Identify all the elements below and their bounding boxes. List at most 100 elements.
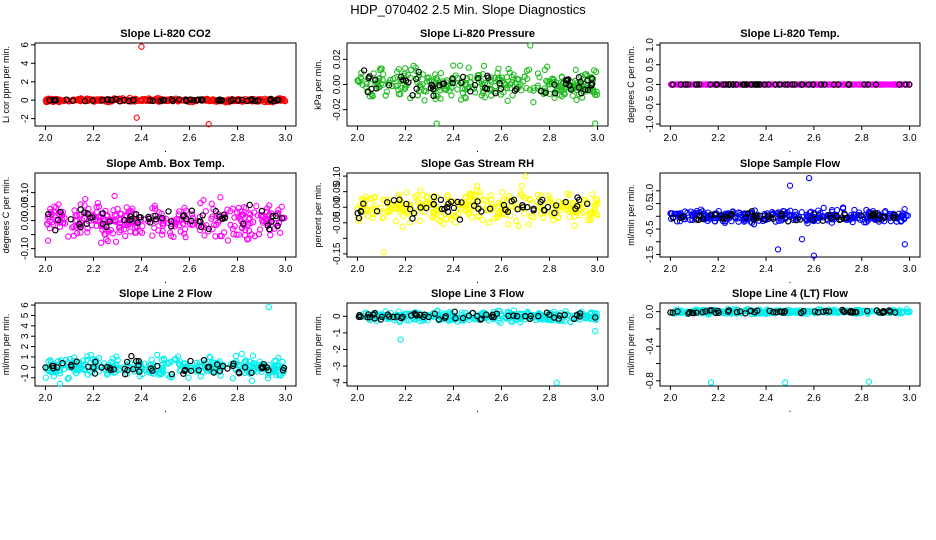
reference-point [686, 309, 693, 316]
reference-point [205, 225, 212, 233]
reference-point [135, 362, 142, 369]
reference-point [430, 193, 438, 201]
reference-point [175, 96, 183, 103]
y-tick-label: 6 [20, 42, 31, 48]
data-point [487, 192, 494, 199]
reference-point [54, 216, 62, 224]
data-point [48, 210, 55, 217]
reference-point [799, 81, 806, 88]
reference-point [91, 370, 99, 377]
reference-point [121, 216, 128, 224]
data-point [892, 81, 899, 88]
data-point [159, 227, 166, 235]
data-point [508, 79, 516, 86]
x-axis-label: . [476, 144, 479, 155]
x-tick-label: 2.2 [711, 264, 725, 275]
reference-point [689, 309, 696, 316]
data-point [238, 350, 245, 357]
x-tick-label: 2.2 [87, 264, 101, 275]
reference-point [582, 86, 589, 93]
reference-point [450, 204, 458, 212]
data-point [421, 87, 428, 94]
panel-title: Slope Li-820 Pressure [420, 28, 535, 40]
data-point [383, 88, 390, 95]
data-point [813, 81, 821, 88]
data-point [505, 65, 512, 73]
data-point [378, 204, 385, 211]
reference-point [240, 220, 247, 228]
reference-point [715, 309, 722, 316]
reference-point [129, 366, 137, 373]
y-axis-label: percent per min. [313, 182, 323, 247]
data-point [81, 215, 88, 222]
x-axis-label: . [789, 144, 792, 155]
reference-point [522, 313, 529, 320]
y-tick-label: 0.00 [332, 197, 343, 217]
reference-point [92, 358, 99, 366]
reference-point [99, 210, 106, 217]
x-tick-label: 3.0 [903, 133, 917, 144]
reference-point [255, 97, 262, 104]
reference-point [584, 86, 592, 94]
reference-point [264, 222, 271, 229]
reference-point [588, 82, 595, 89]
data-point [509, 92, 516, 99]
reference-point [81, 97, 89, 105]
reference-point [492, 89, 499, 97]
reference-point [778, 212, 786, 219]
reference-point [793, 216, 800, 224]
data-point [506, 192, 513, 200]
reference-point [459, 73, 467, 81]
reference-point [513, 85, 520, 93]
reference-point [57, 208, 64, 216]
y-axis-label: degrees C per min. [1, 177, 11, 254]
data-point [370, 70, 377, 77]
reference-point [204, 364, 211, 371]
data-point [587, 216, 595, 223]
data-point [572, 66, 579, 74]
data-point [111, 192, 118, 200]
data-point [251, 360, 258, 368]
data-point [586, 215, 593, 222]
x-tick-label: 2.4 [759, 264, 773, 275]
x-tick-label: 2.8 [231, 264, 245, 275]
plot-frame [346, 302, 609, 387]
reference-point [132, 210, 140, 218]
data-point [209, 226, 216, 233]
reference-point [809, 81, 817, 88]
reference-point [474, 198, 481, 205]
data-point [593, 88, 600, 95]
x-axis-label: . [476, 404, 479, 415]
data-point [485, 219, 493, 226]
data-point [402, 65, 409, 72]
data-point [281, 97, 288, 104]
data-point [594, 211, 601, 219]
data-point [792, 208, 799, 216]
data-point [157, 369, 165, 376]
data-point-outlier [592, 328, 599, 335]
reference-point [214, 97, 222, 104]
data-point [457, 206, 465, 213]
y-axis-label: ml/min per min. [1, 314, 11, 376]
reference-point [449, 75, 456, 83]
reference-point [263, 364, 271, 371]
reference-point [197, 218, 204, 225]
data-point [465, 64, 472, 71]
data-point [586, 310, 594, 318]
y-axis-label: kPa per min. [313, 59, 323, 110]
data-point [369, 214, 377, 221]
panel-title: Slope Line 4 (LT) Flow [732, 288, 848, 300]
data-point [523, 84, 530, 92]
reference-point [796, 216, 804, 223]
y-tick-label: 0.10 [332, 166, 343, 186]
reference-point [519, 201, 526, 209]
reference-point [188, 207, 196, 214]
reference-point [555, 315, 563, 322]
data-point [587, 209, 594, 216]
data-point [476, 192, 483, 199]
data-point [424, 193, 431, 200]
y-tick-label: -0.15 [332, 242, 343, 265]
panel-title: Slope Amb. Box Temp. [106, 158, 225, 170]
data-point [398, 198, 405, 205]
data-point [91, 356, 99, 363]
